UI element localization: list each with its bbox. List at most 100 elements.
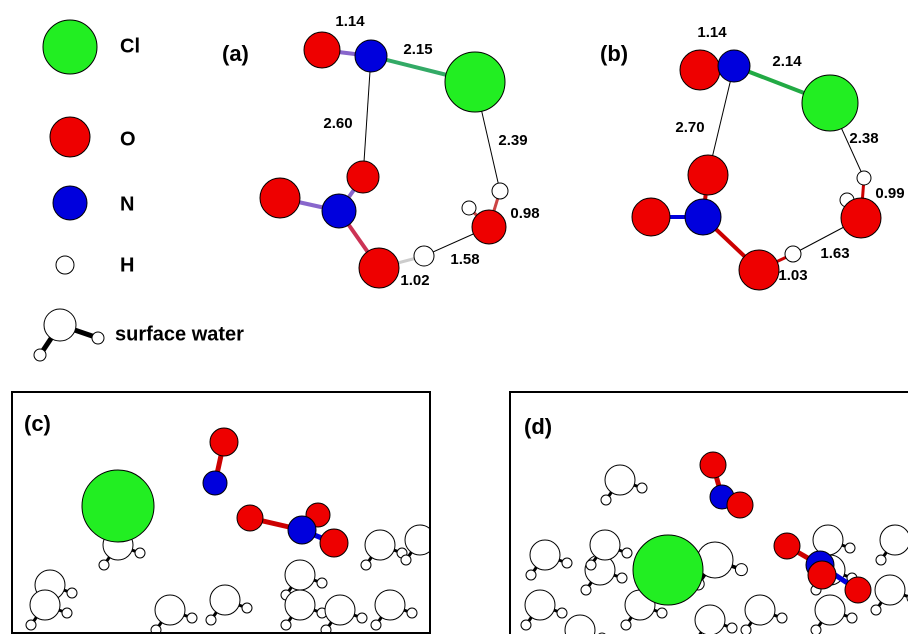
atom: [242, 603, 252, 613]
atom: [680, 50, 720, 90]
atom: [462, 201, 476, 215]
atom: [811, 625, 821, 634]
atom: [322, 194, 356, 228]
atom: [34, 349, 46, 361]
molecules: [34, 20, 881, 361]
atom: [325, 595, 355, 625]
atom: [304, 32, 340, 68]
distance-label: 1.63: [820, 245, 849, 262]
distance-label: 2.38: [849, 130, 878, 147]
atom: [802, 75, 858, 131]
atom: [187, 613, 197, 623]
atom: [525, 590, 555, 620]
atom: [586, 560, 596, 570]
atom: [407, 608, 417, 618]
atom: [785, 246, 801, 262]
distance-label: 1.02: [400, 272, 429, 289]
atom: [777, 613, 787, 623]
atom: [50, 117, 90, 157]
atom: [371, 620, 381, 630]
atom: [845, 577, 871, 603]
atom: [688, 155, 728, 195]
atom: [808, 561, 836, 589]
atom: [206, 615, 216, 625]
panel-c-molecules: [26, 428, 447, 634]
atom: [590, 530, 620, 560]
distance-label: 2.14: [772, 53, 802, 70]
figure: Cl O N H surface water (a) (b) (c) (d) 1…: [0, 0, 908, 634]
atom: [845, 543, 855, 553]
atom: [657, 608, 667, 618]
atom: [62, 608, 72, 618]
atom: [401, 555, 411, 565]
atom: [741, 625, 751, 634]
atom: [53, 186, 87, 220]
atom: [355, 40, 387, 72]
distance-label: 1.14: [335, 13, 365, 30]
atom: [622, 548, 632, 558]
atom: [359, 248, 399, 288]
atom: [739, 250, 779, 290]
atom: [82, 470, 154, 542]
atom: [320, 529, 348, 557]
distance-label: 1.14: [697, 24, 727, 41]
atom: [288, 516, 316, 544]
legend-label: H: [120, 254, 134, 276]
atom: [876, 555, 886, 565]
atom: [26, 620, 36, 630]
atom: [155, 595, 185, 625]
panel-d-molecules: [521, 452, 908, 634]
atom: [237, 505, 263, 531]
atom: [633, 535, 703, 605]
atom: [718, 50, 750, 82]
atom: [875, 575, 905, 605]
atom: [871, 605, 881, 615]
atom: [472, 210, 506, 244]
atom: [365, 530, 395, 560]
atom: [774, 533, 800, 559]
atom: [521, 620, 531, 630]
atom: [437, 543, 447, 553]
atom: [414, 246, 434, 266]
atom: [357, 613, 367, 623]
atom: [361, 560, 371, 570]
atom: [210, 585, 240, 615]
atom: [637, 483, 647, 493]
atom: [700, 452, 726, 478]
atom: [317, 578, 327, 588]
atom: [260, 178, 300, 218]
distance-label: 2.15: [403, 41, 432, 58]
atom: [727, 492, 753, 518]
atom: [815, 595, 845, 625]
atom: [210, 428, 238, 456]
atom: [813, 525, 843, 555]
atom: [281, 620, 291, 630]
atom: [557, 608, 567, 618]
atom: [581, 585, 591, 595]
legend-label: O: [120, 128, 136, 150]
atom: [685, 199, 721, 235]
atom: [44, 309, 76, 341]
panel-label: (b): [600, 41, 628, 66]
atom: [745, 595, 775, 625]
panel-label: (a): [222, 41, 249, 66]
distance-label: 2.39: [498, 132, 527, 149]
panel-label: (c): [24, 411, 51, 436]
atom: [56, 256, 74, 274]
atom: [857, 171, 871, 185]
atom: [735, 564, 747, 576]
atom: [92, 332, 104, 344]
atom: [492, 183, 508, 199]
atom: [375, 590, 405, 620]
atom: [880, 525, 908, 555]
atom: [530, 540, 560, 570]
atom: [695, 605, 725, 634]
atom: [67, 588, 77, 598]
distance-label: 1.03: [778, 267, 807, 284]
atom: [285, 560, 315, 590]
atom: [847, 613, 857, 623]
atom: [43, 20, 97, 74]
atom: [565, 615, 595, 634]
distance-label: 2.60: [323, 115, 352, 132]
atom: [30, 590, 60, 620]
